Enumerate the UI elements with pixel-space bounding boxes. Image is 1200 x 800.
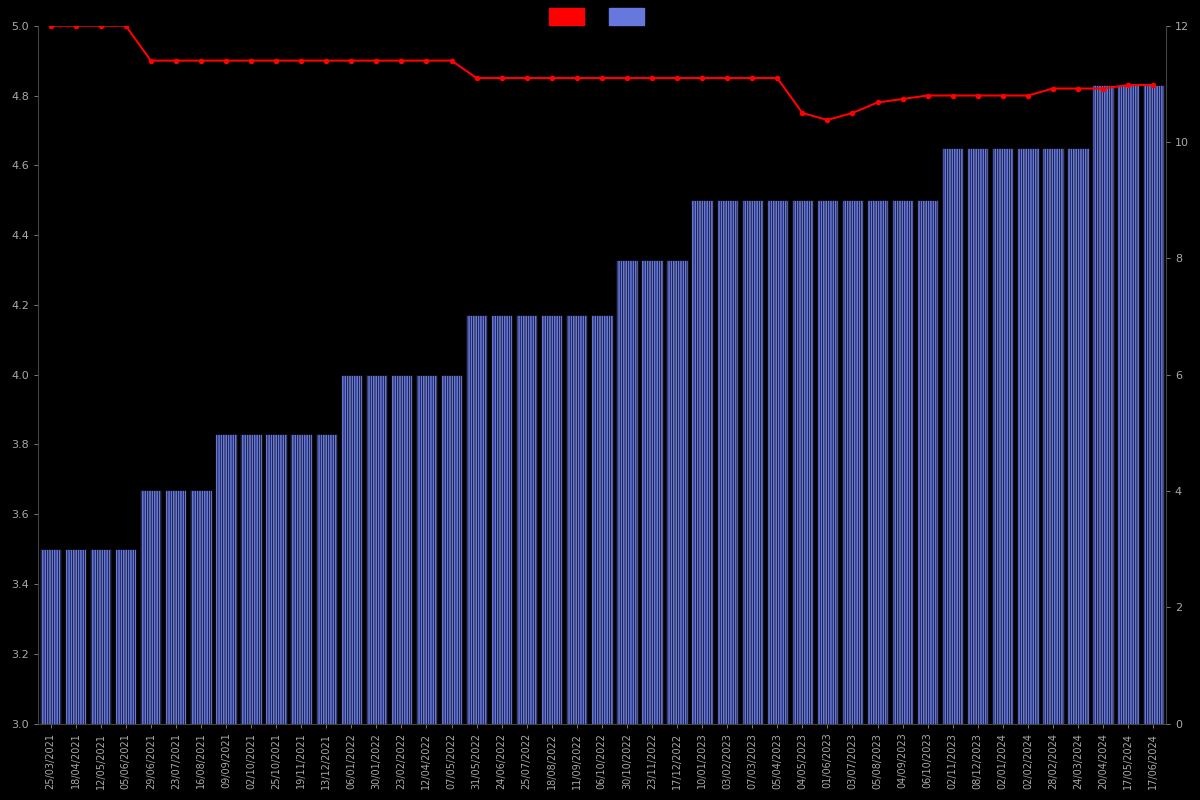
Bar	[1092, 85, 1114, 724]
Bar	[942, 148, 964, 724]
Bar	[967, 148, 989, 724]
Bar	[1142, 85, 1164, 724]
Bar	[391, 374, 412, 724]
Legend: , : ,	[550, 8, 655, 25]
Bar	[592, 315, 612, 724]
Bar	[691, 200, 713, 724]
Bar	[215, 434, 236, 724]
Bar	[316, 434, 337, 724]
Bar	[842, 200, 863, 724]
Bar	[892, 200, 913, 724]
Bar	[1117, 85, 1139, 724]
Bar	[366, 374, 386, 724]
Bar	[90, 549, 112, 724]
Bar	[1067, 148, 1088, 724]
Bar	[115, 549, 137, 724]
Bar	[516, 315, 538, 724]
Bar	[240, 434, 262, 724]
Bar	[541, 315, 563, 724]
Bar	[466, 315, 487, 724]
Bar	[742, 200, 763, 724]
Bar	[1018, 148, 1038, 724]
Bar	[341, 374, 362, 724]
Bar	[1043, 148, 1063, 724]
Bar	[290, 434, 312, 724]
Bar	[65, 549, 86, 724]
Bar	[817, 200, 838, 724]
Bar	[166, 490, 186, 724]
Bar	[617, 259, 637, 724]
Bar	[265, 434, 287, 724]
Bar	[767, 200, 788, 724]
Bar	[666, 259, 688, 724]
Bar	[917, 200, 938, 724]
Bar	[491, 315, 512, 724]
Bar	[440, 374, 462, 724]
Bar	[191, 490, 211, 724]
Bar	[792, 200, 814, 724]
Bar	[716, 200, 738, 724]
Bar	[992, 148, 1014, 724]
Bar	[140, 490, 162, 724]
Bar	[566, 315, 588, 724]
Bar	[416, 374, 437, 724]
Bar	[866, 200, 888, 724]
Bar	[641, 259, 662, 724]
Bar	[40, 549, 61, 724]
